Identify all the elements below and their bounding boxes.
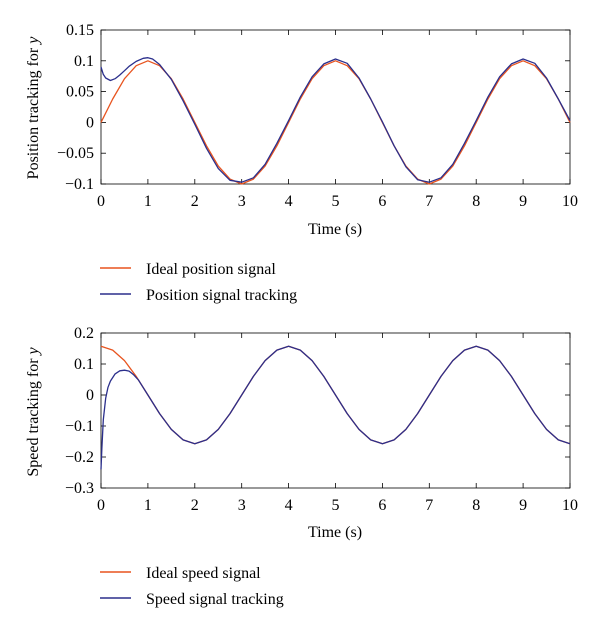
y-tick-label: −0.1	[65, 176, 94, 193]
x-tick-label: 10	[562, 497, 578, 514]
x-tick-label: 7	[425, 497, 433, 514]
x-tick-label: 5	[332, 497, 340, 514]
position-tracking-chart: 0 1 2 3 4 5 6 7 8 9 10 −0.1 −0.05 0 0.05 0.1 0.15 Time …	[25, 22, 578, 304]
legend: Ideal speed signal Speed signal tracking	[100, 565, 284, 608]
y-axis-label: Speed tracking for y	[25, 346, 42, 476]
y-tick-label: 0	[86, 387, 94, 404]
y-axis-label-text: Speed tracking for	[25, 358, 42, 477]
x-axis-label: Time (s)	[308, 524, 362, 541]
legend-label-ideal-speed: Ideal speed signal	[146, 565, 261, 582]
y-axis-label-variable: y	[25, 346, 42, 356]
x-tick-label: 0	[97, 497, 105, 514]
y-tick-label: −0.05	[57, 145, 94, 162]
x-tick-label: 8	[472, 193, 480, 210]
x-tick-label: 4	[285, 497, 293, 514]
x-tick-label: 6	[378, 497, 386, 514]
x-tick-label: 9	[519, 193, 527, 210]
y-tick-label: −0.1	[65, 418, 94, 435]
y-ticks: −0.3 −0.2 −0.1 0 0.1 0.2	[65, 325, 570, 497]
x-tick-label: 4	[285, 193, 293, 210]
y-tick-label: 0.2	[74, 325, 94, 342]
x-tick-label: 8	[472, 497, 480, 514]
x-tick-label: 9	[519, 497, 527, 514]
x-tick-label: 7	[425, 193, 433, 210]
x-tick-label: 2	[191, 497, 199, 514]
x-tick-label: 10	[562, 193, 578, 210]
x-tick-label: 1	[144, 193, 152, 210]
series-line-tracking	[100, 57, 571, 183]
x-ticks: 0 1 2 3 4 5 6 7 8 9 10	[97, 333, 578, 514]
series-lines	[100, 57, 571, 185]
x-tick-label: 1	[144, 497, 152, 514]
y-axis-label-text: Position tracking for	[25, 47, 42, 179]
x-tick-label: 2	[191, 193, 199, 210]
x-tick-label: 5	[332, 193, 340, 210]
x-tick-label: 0	[97, 193, 105, 210]
series-line-ideal	[100, 60, 571, 185]
y-tick-label: −0.3	[65, 480, 94, 497]
x-tick-label: 6	[378, 193, 386, 210]
x-tick-label: 3	[238, 497, 246, 514]
y-tick-label: 0	[86, 114, 94, 131]
legend-label-ideal-position: Ideal position signal	[146, 261, 276, 278]
plot-area-frame	[100, 29, 571, 185]
legend: Ideal position signal Position signal tr…	[100, 261, 297, 304]
legend-label-position-tracking: Position signal tracking	[146, 287, 297, 304]
y-tick-label: −0.2	[65, 449, 94, 466]
x-tick-label: 3	[238, 193, 246, 210]
x-ticks: 0 1 2 3 4 5 6 7 8 9 10	[97, 30, 578, 210]
series-lines	[100, 345, 571, 470]
x-axis-label: Time (s)	[308, 221, 362, 238]
y-ticks: −0.1 −0.05 0 0.05 0.1 0.15	[57, 22, 570, 193]
series-line-tracking	[100, 345, 571, 470]
plot-area-frame	[100, 332, 571, 489]
y-tick-label: 0.05	[66, 84, 94, 101]
y-tick-label: 0.1	[74, 53, 94, 70]
legend-label-speed-tracking: Speed signal tracking	[146, 591, 284, 608]
y-tick-label: 0.1	[74, 356, 94, 373]
y-axis-label-variable: y	[25, 36, 42, 46]
y-axis-label: Position tracking for y	[25, 36, 42, 180]
speed-tracking-chart: 0 1 2 3 4 5 6 7 8 9 10 −0.3 −0.2 −0.1 0 0.1 0.2 Time (s…	[25, 325, 578, 608]
y-tick-label: 0.15	[66, 22, 94, 39]
